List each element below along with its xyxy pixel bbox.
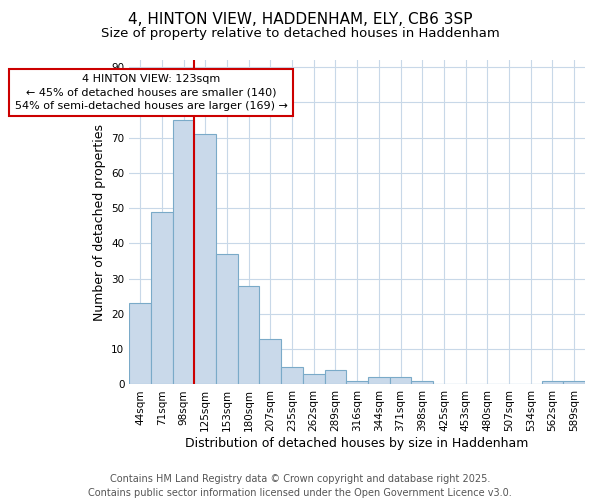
Bar [325, 370, 346, 384]
Bar [389, 378, 412, 384]
X-axis label: Distribution of detached houses by size in Haddenham: Distribution of detached houses by size … [185, 437, 529, 450]
Bar [259, 338, 281, 384]
Bar [194, 134, 216, 384]
Bar [216, 254, 238, 384]
Bar [303, 374, 325, 384]
Bar [281, 367, 303, 384]
Text: 4, HINTON VIEW, HADDENHAM, ELY, CB6 3SP: 4, HINTON VIEW, HADDENHAM, ELY, CB6 3SP [128, 12, 472, 28]
Text: Size of property relative to detached houses in Haddenham: Size of property relative to detached ho… [101, 28, 499, 40]
Bar [173, 120, 194, 384]
Bar [542, 381, 563, 384]
Bar [368, 378, 389, 384]
Text: Contains HM Land Registry data © Crown copyright and database right 2025.
Contai: Contains HM Land Registry data © Crown c… [88, 474, 512, 498]
Bar [563, 381, 585, 384]
Y-axis label: Number of detached properties: Number of detached properties [93, 124, 106, 320]
Bar [412, 381, 433, 384]
Bar [238, 286, 259, 384]
Bar [346, 381, 368, 384]
Bar [151, 212, 173, 384]
Text: 4 HINTON VIEW: 123sqm
← 45% of detached houses are smaller (140)
54% of semi-det: 4 HINTON VIEW: 123sqm ← 45% of detached … [14, 74, 287, 110]
Bar [129, 304, 151, 384]
